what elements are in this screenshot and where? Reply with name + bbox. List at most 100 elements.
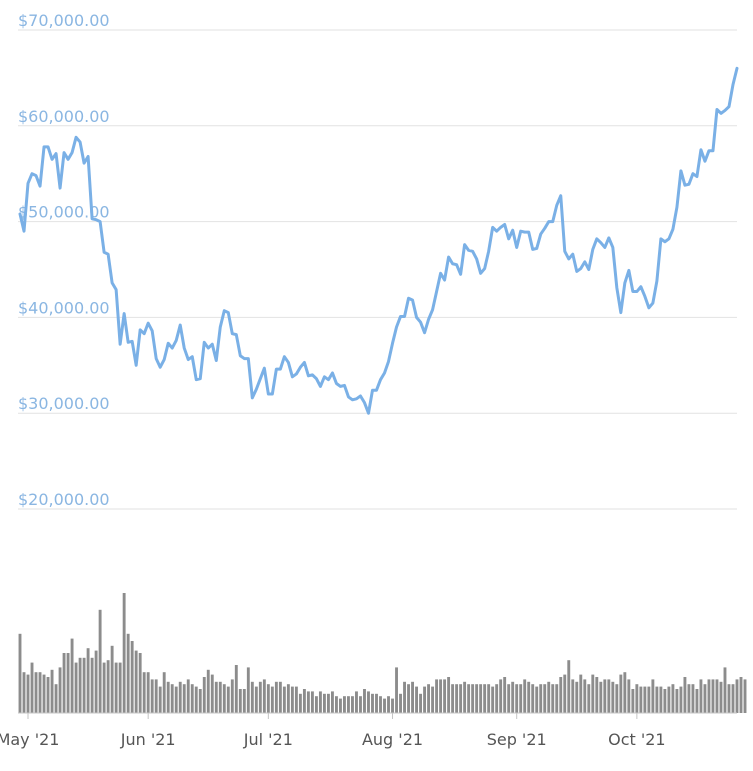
volume-bar bbox=[675, 689, 679, 713]
volume-bar bbox=[322, 693, 326, 713]
volume-bar bbox=[66, 653, 70, 713]
volume-bar bbox=[126, 633, 130, 713]
volume-bar bbox=[238, 689, 242, 713]
volume-bar bbox=[671, 684, 675, 713]
volume-bar bbox=[46, 677, 50, 713]
volume-bar bbox=[174, 686, 178, 713]
volume-bar bbox=[210, 674, 214, 713]
volume-bar bbox=[118, 662, 122, 713]
volume-bar bbox=[555, 684, 559, 713]
volume-bar bbox=[182, 684, 186, 713]
volume-bar bbox=[527, 681, 531, 713]
volume-bar bbox=[26, 674, 30, 713]
volume-bar bbox=[138, 653, 142, 713]
volume-bar bbox=[70, 638, 74, 713]
volume-bar bbox=[719, 681, 723, 713]
volume-bar bbox=[683, 677, 687, 713]
volume-bar bbox=[78, 657, 82, 713]
volume-bar bbox=[214, 681, 218, 713]
volume-bar bbox=[731, 684, 735, 713]
volume-bar bbox=[499, 679, 503, 713]
volume-bar bbox=[551, 684, 555, 713]
volume-bar bbox=[206, 669, 210, 713]
volume-bar bbox=[651, 679, 655, 713]
volume-bar bbox=[274, 681, 278, 713]
volume-bar bbox=[54, 684, 58, 713]
volume-bar bbox=[306, 691, 310, 713]
volume-bar bbox=[142, 672, 146, 713]
volume-bars bbox=[18, 593, 747, 713]
volume-bar bbox=[286, 684, 290, 713]
volume-bar bbox=[579, 674, 583, 713]
volume-bar bbox=[511, 681, 515, 713]
volume-bar bbox=[467, 684, 471, 713]
volume-bar bbox=[351, 696, 354, 713]
volume-bar bbox=[359, 696, 362, 713]
volume-bar bbox=[38, 672, 42, 713]
y-axis-labels: $70,000.00 $60,000.00 $50,000.00 $40,000.00… bbox=[18, 11, 110, 509]
volume-bar bbox=[162, 672, 166, 713]
volume-bar bbox=[58, 667, 62, 713]
volume-bar bbox=[282, 686, 286, 713]
volume-bar bbox=[50, 669, 54, 713]
volume-bar bbox=[242, 689, 246, 713]
volume-bar bbox=[519, 684, 523, 713]
volume-bar bbox=[723, 667, 727, 713]
volume-bar bbox=[106, 660, 110, 713]
volume-bar bbox=[330, 691, 334, 713]
volume-bar bbox=[487, 684, 491, 713]
volume-bar bbox=[695, 689, 699, 713]
volume-bar bbox=[691, 684, 695, 713]
volume-bar bbox=[254, 686, 258, 713]
volume-bar bbox=[250, 681, 254, 713]
volume-bar bbox=[727, 684, 731, 713]
volume-bar bbox=[423, 686, 427, 713]
volume-bar bbox=[34, 672, 38, 713]
volume-bar bbox=[391, 698, 394, 713]
volume-bar bbox=[326, 693, 330, 713]
volume-bar bbox=[186, 679, 190, 713]
volume-bar bbox=[603, 679, 607, 713]
x-axis: May '21 Jun '21 Jul '21 Aug '21 Sep '21 Oct '… bbox=[0, 712, 737, 749]
volume-bar bbox=[663, 689, 667, 713]
volume-bar bbox=[599, 681, 603, 713]
volume-bar bbox=[739, 677, 743, 713]
y-tick-label: $30,000.00 bbox=[18, 394, 110, 413]
y-tick-label: $50,000.00 bbox=[18, 203, 110, 222]
volume-bar bbox=[639, 686, 643, 713]
volume-bar bbox=[355, 691, 358, 713]
volume-bar bbox=[611, 681, 615, 713]
volume-bar bbox=[643, 686, 647, 713]
volume-bar bbox=[623, 672, 627, 713]
volume-bar bbox=[383, 698, 386, 713]
x-tick-label: May '21 bbox=[0, 730, 59, 749]
volume-bar bbox=[278, 681, 282, 713]
volume-bar bbox=[667, 686, 671, 713]
volume-bar bbox=[679, 686, 683, 713]
volume-bar bbox=[130, 641, 134, 713]
volume-bar bbox=[134, 650, 138, 713]
volume-bar bbox=[587, 684, 591, 713]
volume-bar bbox=[30, 662, 34, 713]
volume-bar bbox=[166, 681, 170, 713]
volume-bar bbox=[18, 633, 22, 713]
x-tick-label: Jul '21 bbox=[243, 730, 293, 749]
y-tick-label: $40,000.00 bbox=[18, 298, 110, 317]
volume-bar bbox=[415, 686, 418, 713]
volume-bar bbox=[310, 691, 314, 713]
volume-bar bbox=[419, 693, 423, 713]
volume-bar bbox=[102, 662, 106, 713]
volume-bar bbox=[379, 696, 382, 713]
volume-bar bbox=[427, 684, 431, 713]
volume-bar bbox=[699, 679, 703, 713]
volume-bar bbox=[222, 684, 226, 713]
volume-bar bbox=[198, 689, 202, 713]
volume-bar bbox=[371, 693, 374, 713]
volume-bar bbox=[443, 679, 447, 713]
volume-bar bbox=[411, 681, 414, 713]
volume-bar bbox=[503, 677, 507, 713]
volume-bar bbox=[94, 650, 98, 713]
volume-bar bbox=[194, 686, 198, 713]
volume-bar bbox=[190, 684, 194, 713]
